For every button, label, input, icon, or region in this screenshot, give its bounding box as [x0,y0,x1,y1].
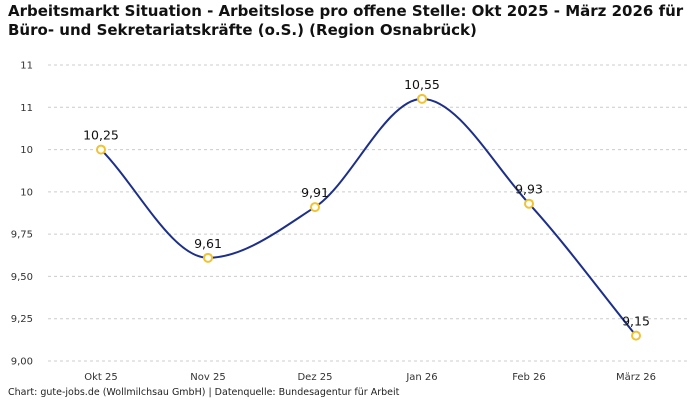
chart-source-footer: Chart: gute-jobs.de (Wollmilchsau GmbH) … [8,387,400,398]
x-tick-label: Jan 26 [405,372,437,383]
data-point [203,252,213,263]
y-tick-label: 9,50 [11,272,33,283]
y-tick-label: 11 [20,61,33,72]
y-tick-label: 10 [20,145,33,156]
chart-title: Arbeitsmarkt Situation - Arbeitslose pro… [8,2,692,40]
series-line [100,97,637,337]
data-label: 9,93 [515,182,543,197]
x-tick-label: März 26 [616,372,656,383]
y-tick-label: 9,00 [11,357,33,368]
x-tick-label: Feb 26 [512,372,546,383]
data-label: 10,55 [404,77,440,92]
x-tick-label: Nov 25 [190,372,225,383]
chart-title-line-2: Büro- und Sekretariatskräfte (o.S.) (Reg… [8,21,477,39]
data-label: 9,91 [301,185,329,200]
data-point [310,202,320,213]
data-label: 9,15 [622,314,650,329]
data-label: 10,25 [83,128,119,143]
chart-title-line-1: Arbeitsmarkt Situation - Arbeitslose pro… [8,2,684,20]
x-tick-label: Okt 25 [84,372,118,383]
data-point [96,144,106,155]
data-point [631,330,641,341]
y-tick-label: 10 [20,187,33,198]
y-tick-label: 11 [20,103,33,114]
x-tick-label: Dez 25 [297,372,332,383]
y-tick-label: 9,75 [11,230,33,241]
data-label: 9,61 [194,236,222,251]
y-tick-label: 9,25 [11,314,33,325]
data-point [417,93,427,104]
data-point [524,198,534,209]
